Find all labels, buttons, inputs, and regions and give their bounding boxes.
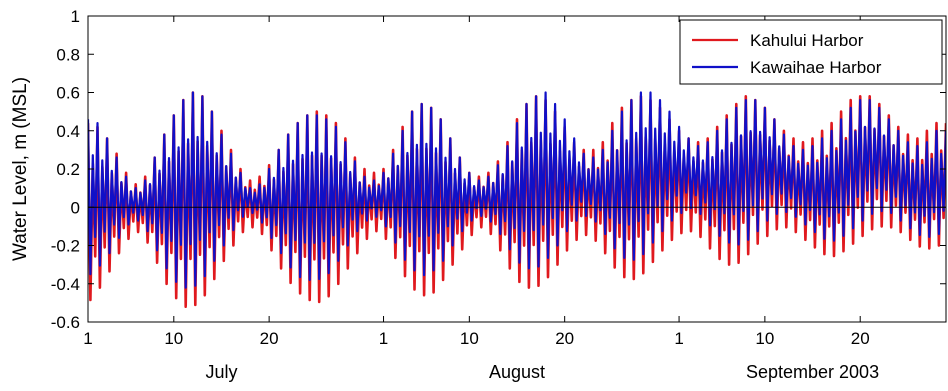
x-tick-label: 20 — [851, 329, 870, 348]
x-tick-label: 1 — [674, 329, 683, 348]
x-tick-label: 1 — [379, 329, 388, 348]
legend-label: Kahului Harbor — [750, 31, 864, 50]
month-label: July — [205, 362, 237, 382]
y-tick-label: -0.6 — [51, 313, 80, 332]
y-tick-label: 1 — [71, 7, 80, 26]
legend: Kahului Harbor Kawaihae Harbor — [679, 19, 943, 85]
legend-label: Kawaihae Harbor — [750, 58, 882, 77]
y-axis-label: Water Level, m (MSL) — [10, 77, 31, 261]
series-kawaihae-harbor — [88, 91, 946, 289]
x-tick-label: 10 — [460, 329, 479, 348]
month-label: August — [489, 362, 545, 382]
series-group — [88, 91, 946, 308]
month-label: September 2003 — [746, 362, 879, 382]
legend-box — [679, 19, 943, 85]
y-tick-label: 0 — [71, 198, 80, 217]
y-tick-label: 0.6 — [56, 84, 80, 103]
y-tick-label: -0.4 — [51, 275, 80, 294]
y-tick-label: 0.4 — [56, 122, 80, 141]
y-tick-label: 0.8 — [56, 45, 80, 64]
y-tick-label: 0.2 — [56, 160, 80, 179]
x-tick-label: 20 — [555, 329, 574, 348]
x-tick-label: 20 — [260, 329, 279, 348]
series-kahului-harbor — [88, 91, 946, 308]
x-tick-label: 10 — [164, 329, 183, 348]
x-tick-label: 1 — [83, 329, 92, 348]
x-tick-label: 10 — [755, 329, 774, 348]
ticks-group: 10.80.60.40.20-0.2-0.4-0.61 10 20 1 10 20 1 10 2… — [10, 7, 946, 382]
y-tick-label: -0.2 — [51, 237, 80, 256]
